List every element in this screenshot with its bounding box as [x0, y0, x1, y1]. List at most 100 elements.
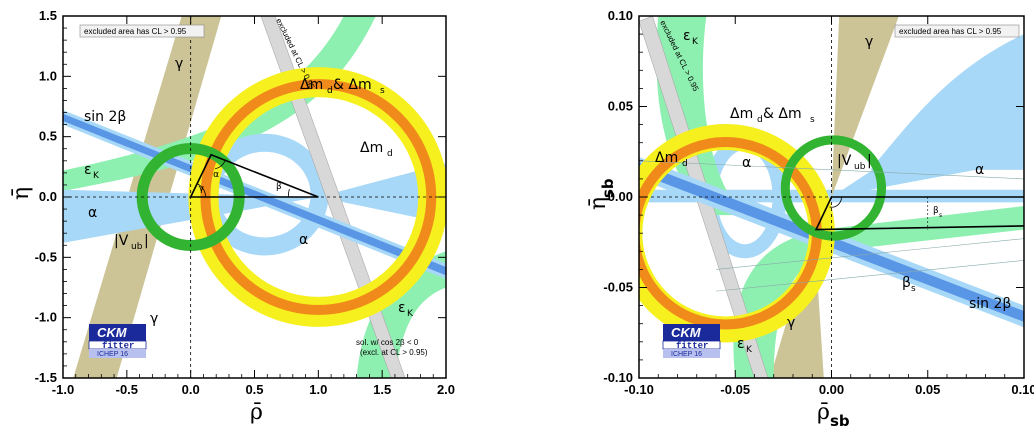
alpha-label-left: α [742, 155, 751, 171]
svg-text:|V: |V [114, 233, 129, 249]
svg-text:β: β [902, 275, 911, 291]
y-tick-label: 0.05 [608, 99, 633, 114]
svg-text:& Δm: & Δm [333, 77, 372, 93]
y-tick-label: 0.00 [608, 189, 633, 204]
svg-text:ε: ε [84, 162, 92, 178]
svg-text:ICHEP 16: ICHEP 16 [671, 351, 702, 358]
x-tick-label: 0.05 [915, 382, 940, 397]
svg-text:sb: sb [830, 412, 850, 430]
svg-text:Δm: Δm [360, 140, 383, 156]
y-axis-label: η̄sb [586, 178, 617, 210]
vub-ring [780, 135, 887, 241]
x-tick-label: 0.0 [182, 382, 200, 397]
thin-line-1 [639, 160, 1024, 180]
x-tick-label: 0.00 [819, 382, 844, 397]
alpha-angle-arc [214, 160, 226, 170]
svg-text:|V: |V [837, 153, 852, 169]
svg-text:d: d [327, 86, 333, 96]
y-tick-label: -0.05 [603, 280, 633, 295]
y-axis-label: η̄ [9, 187, 34, 200]
svg-text:d: d [682, 159, 688, 169]
alpha-label-left: α [88, 205, 97, 221]
svg-text:& Δm: & Δm [763, 106, 802, 122]
x-tick-label: 1.5 [373, 382, 391, 397]
y-tick-label: -0.5 [35, 249, 57, 264]
gamma-label-top: γ [865, 34, 873, 50]
y-tick-label: 1.5 [39, 8, 57, 23]
x-tick-label: 1.0 [309, 382, 327, 397]
svg-text:ε: ε [398, 300, 406, 316]
svg-text:Δm: Δm [730, 106, 753, 122]
epsk-band-lower [356, 251, 446, 378]
x-tick-label: -0.5 [116, 382, 138, 397]
alpha-label-bottom: α [299, 232, 308, 248]
svg-text:|: | [144, 233, 149, 249]
svg-text:Δm: Δm [300, 77, 323, 93]
epsk-band-upper [656, 16, 745, 216]
svg-text:β: β [933, 206, 939, 216]
sin2beta-label: sin 2β [969, 296, 1011, 312]
svg-text:CKM: CKM [97, 325, 128, 340]
y-tick-label: -0.10 [603, 370, 633, 385]
sol-label-1: sol. w/ cos 2β < 0 [356, 338, 419, 347]
svg-text:s: s [911, 284, 916, 294]
svg-text:ub: ub [854, 162, 866, 172]
x-tick-label: 0.10 [1011, 382, 1034, 397]
svg-text:d: d [757, 115, 763, 125]
cl-note: excluded area has CL > 0.95 [894, 24, 1020, 38]
x-axis-label: ρ̄ [250, 400, 263, 425]
ckmfitter-logo: CKM fitter ICHEP 16 [662, 324, 721, 358]
gamma-label-bottom: γ [150, 311, 158, 327]
svg-text:ε: ε [737, 336, 745, 352]
vub-label: |V ub | [837, 153, 872, 172]
unitarity-triangle [814, 196, 1024, 231]
beta-angle-arc [287, 188, 290, 198]
svg-text:Δm: Δm [655, 150, 678, 166]
svg-text:excluded area has CL > 0.95: excluded area has CL > 0.95 [84, 27, 187, 36]
alpha-angle-label: α [213, 170, 219, 180]
dmd-label: Δm d [360, 140, 393, 159]
dmd-dms-label: Δm d & Δm s [300, 77, 385, 96]
thin-line-2 [715, 238, 1024, 270]
y-tick-label: 0.0 [39, 189, 57, 204]
alpha-label-right: α [975, 162, 984, 178]
svg-text:ub: ub [131, 242, 143, 252]
ckm-plot-rho-eta: αγ -1.0 -0.5 0.0 0.5 1.0 1.5 2.0-1.5-1.0-0.50.… [9, 8, 455, 425]
svg-text:CKM: CKM [671, 325, 702, 340]
ckmfitter-logo: CKM fitter ICHEP 16 [88, 324, 147, 358]
cl-note: excluded area has CL > 0.95 [79, 24, 205, 38]
gamma-band-upper [831, 16, 899, 197]
thin-line-3 [715, 260, 1024, 292]
svg-text:fitter: fitter [676, 341, 708, 351]
svg-text:K: K [692, 37, 699, 47]
svg-text:ICHEP 16: ICHEP 16 [97, 351, 128, 358]
svg-text:d: d [387, 149, 393, 159]
vub-label: |V ub | [114, 233, 149, 252]
dmd-label: Δm d [655, 150, 688, 169]
ckm-plot-rho-eta-sb: -0.10 -0.05 0.00 0.05 0.10 -0.10 -0.05 0.00 0.05… [586, 8, 1034, 430]
epsk-band-upper [63, 16, 376, 191]
y-tick-label: -1.0 [35, 310, 57, 325]
y-tick-label: 0.10 [608, 8, 633, 23]
alpha-band-right-region [870, 34, 1024, 170]
svg-text:η̄: η̄ [586, 197, 611, 210]
svg-text:K: K [407, 309, 414, 319]
svg-text:s: s [810, 115, 815, 125]
dmd-dms-label: Δm d & Δm s [730, 106, 815, 125]
y-tick-label: 0.5 [39, 129, 57, 144]
svg-text:|: | [867, 153, 872, 169]
svg-text:fitter: fitter [102, 341, 134, 351]
gamma-label-top: γ [175, 56, 183, 72]
unitarity-triangle [189, 153, 319, 198]
svg-text:sb: sb [599, 178, 617, 198]
sin2beta-label: sin 2β [84, 109, 126, 125]
epsk-band-lower [733, 206, 1024, 378]
svg-text:K: K [93, 171, 100, 181]
svg-text:K: K [746, 345, 753, 355]
gamma-angle-arc [197, 183, 207, 198]
